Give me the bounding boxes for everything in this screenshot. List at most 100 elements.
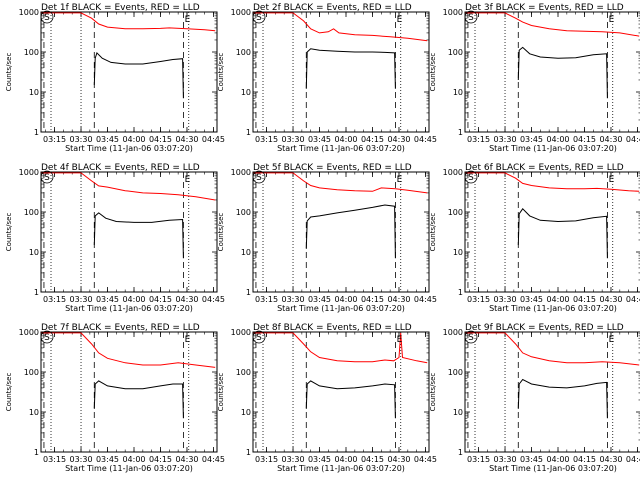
y-tick-label: 100 (24, 48, 39, 57)
x-tick-label: 04:45 (626, 135, 640, 144)
plot-frame (252, 171, 430, 293)
x-tick-label: 03:30 (69, 455, 92, 464)
panel-det-9: Det 9f BLACK = Events, RED = LLD Counts/s… (429, 323, 640, 473)
start-annotation: S (468, 13, 474, 23)
plot-frame (252, 11, 430, 133)
y-tick-label: 1 (246, 448, 251, 457)
x-tick-label: 03:15 (467, 295, 490, 304)
y-tick-label: 1000 (231, 8, 251, 17)
y-axis-label: Counts/sec (429, 213, 437, 252)
x-tick-label: 04:15 (149, 135, 172, 144)
x-tick-label: 03:15 (43, 455, 66, 464)
y-tick-label: 1 (458, 288, 463, 297)
end-annotation: E (185, 335, 191, 345)
x-axis-label: Start Time (11-Jan-06 03:07:20) (277, 304, 405, 313)
events-series-line (517, 208, 608, 259)
panel-title: Det 8f BLACK = Events, RED = LLD (253, 323, 412, 333)
y-tick-label: 1 (34, 128, 39, 137)
panel-det-6: Det 6f BLACK = Events, RED = LLD Counts/s… (429, 163, 640, 313)
x-tick-label: 04:45 (626, 455, 640, 464)
x-tick-label: 04:45 (202, 455, 225, 464)
x-axis-label: Start Time (11-Jan-06 03:07:20) (65, 144, 193, 153)
panel-title: Det 1f BLACK = Events, RED = LLD (41, 3, 200, 13)
events-series-line (517, 378, 608, 419)
y-axis-label: Counts/sec (217, 373, 225, 412)
x-axis-label: Start Time (11-Jan-06 03:07:20) (489, 304, 617, 313)
x-tick-label: 03:30 (493, 135, 516, 144)
x-tick-label: 04:00 (334, 295, 357, 304)
panel-title: Det 4f BLACK = Events, RED = LLD (41, 163, 200, 173)
events-series-line (517, 46, 608, 99)
x-tick-label: 03:45 (520, 135, 543, 144)
plot-frame (40, 331, 218, 453)
x-tick-label: 03:45 (520, 295, 543, 304)
x-tick-label: 04:00 (122, 455, 145, 464)
x-tick-label: 04:15 (149, 295, 172, 304)
lld-series-line (41, 332, 216, 368)
plot-frame (252, 331, 430, 453)
y-tick-label: 10 (241, 408, 251, 417)
panel-det-7: Det 7f BLACK = Events, RED = LLD Counts/s… (5, 323, 225, 473)
x-tick-label: 03:30 (69, 295, 92, 304)
events-series-line (93, 51, 184, 99)
panel-title: Det 6f BLACK = Events, RED = LLD (465, 163, 624, 173)
plot-frame (464, 11, 640, 133)
panel-title: Det 5f BLACK = Events, RED = LLD (253, 163, 412, 173)
events-series-line (305, 48, 396, 89)
lld-series-line (465, 12, 640, 37)
lld-series-line (465, 332, 640, 366)
x-tick-label: 03:15 (467, 135, 490, 144)
y-tick-label: 100 (24, 208, 39, 217)
y-tick-label: 10 (241, 88, 251, 97)
x-tick-label: 03:15 (43, 135, 66, 144)
end-annotation: E (609, 175, 615, 185)
y-axis-label: Counts/sec (5, 213, 13, 252)
panel-det-5: Det 5f BLACK = Events, RED = LLD Counts/s… (217, 163, 437, 313)
x-tick-label: 03:15 (467, 455, 490, 464)
y-tick-label: 1000 (231, 168, 251, 177)
start-annotation: S (44, 333, 50, 343)
x-tick-label: 03:30 (69, 135, 92, 144)
x-tick-label: 04:45 (626, 295, 640, 304)
y-tick-label: 100 (236, 48, 251, 57)
x-tick-label: 03:30 (493, 295, 516, 304)
lld-series-line (253, 332, 428, 364)
y-tick-label: 1000 (231, 328, 251, 337)
x-tick-label: 03:15 (255, 455, 278, 464)
x-tick-label: 03:15 (255, 295, 278, 304)
panel-title: Det 7f BLACK = Events, RED = LLD (41, 323, 200, 333)
x-tick-label: 04:45 (414, 135, 437, 144)
x-tick-label: 04:30 (387, 455, 410, 464)
x-axis-label: Start Time (11-Jan-06 03:07:20) (277, 144, 405, 153)
lld-series-line (253, 172, 428, 194)
end-annotation: E (397, 175, 403, 185)
x-tick-label: 03:45 (520, 455, 543, 464)
y-tick-label: 1 (458, 128, 463, 137)
y-axis-label: Counts/sec (5, 373, 13, 412)
x-tick-label: 03:15 (255, 135, 278, 144)
x-tick-label: 03:15 (43, 295, 66, 304)
x-tick-label: 04:00 (546, 295, 569, 304)
y-tick-label: 1000 (443, 168, 463, 177)
x-tick-label: 04:30 (387, 295, 410, 304)
y-tick-label: 10 (453, 88, 463, 97)
plot-frame (464, 171, 640, 293)
y-tick-label: 1 (246, 288, 251, 297)
lld-series-line (253, 12, 428, 42)
end-annotation: E (609, 335, 615, 345)
x-axis-label: Start Time (11-Jan-06 03:07:20) (277, 464, 405, 473)
y-tick-label: 1000 (19, 8, 39, 17)
x-tick-label: 04:00 (122, 135, 145, 144)
start-annotation: S (44, 173, 50, 183)
x-tick-label: 03:45 (308, 455, 331, 464)
end-annotation: E (397, 15, 403, 25)
start-annotation: S (256, 13, 262, 23)
x-tick-label: 04:45 (202, 135, 225, 144)
y-tick-label: 1 (246, 128, 251, 137)
panel-det-1: Det 1f BLACK = Events, RED = LLD Counts/s… (5, 3, 225, 153)
y-tick-label: 1000 (19, 328, 39, 337)
y-tick-label: 100 (448, 48, 463, 57)
x-tick-label: 04:30 (175, 455, 198, 464)
x-tick-label: 03:30 (281, 455, 304, 464)
x-tick-label: 04:15 (361, 295, 384, 304)
